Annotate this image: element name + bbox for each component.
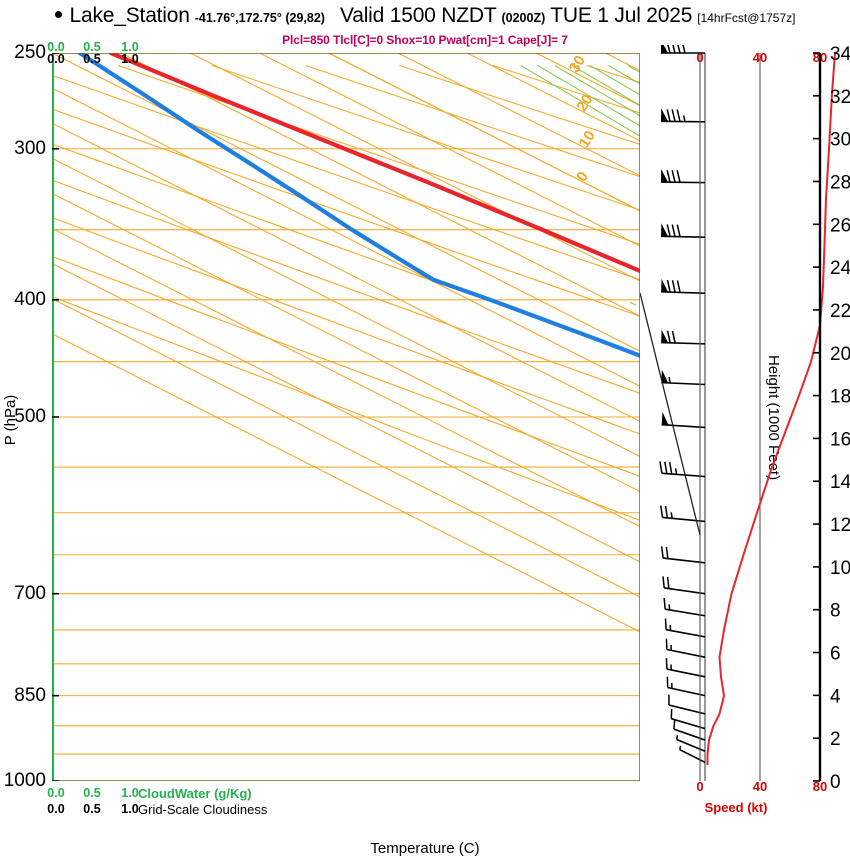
isotherm-label-right-30: 30 (566, 53, 589, 76)
height-tick-14: 14 (830, 472, 850, 493)
height-tick-2: 2 (830, 729, 841, 750)
dry-adiabat--40 (52, 255, 640, 477)
valid-time: Valid 1500 NZDT (339, 4, 497, 27)
height-tick-26: 26 (830, 215, 850, 236)
speed-axis-label: Speed (kt) (704, 800, 768, 815)
cloudwater-scale-label: CloudWater (g/Kg) (138, 786, 252, 801)
isotherm-label-right-20: 20 (573, 91, 596, 114)
wind-barb-285 (661, 108, 706, 123)
stability-indices: Plcl=850 Tlcl[C]=0 Shox=10 Pwat[cm]=1 Ca… (282, 33, 568, 47)
isotherm-0 (328, 53, 640, 212)
cloudwater-bottom-tick-0: 0.0 (47, 786, 65, 800)
height-tick-34: 34 (830, 45, 850, 65)
station-name: Lake_Station (69, 4, 190, 27)
height-tick-28: 28 (830, 172, 850, 193)
wind-barb-355 (661, 223, 706, 238)
isotherm-10 (397, 53, 640, 177)
station-dot-icon (54, 11, 62, 18)
valid-utc: (0200Z) (501, 11, 546, 25)
header: Lake_Station -41.76°,172.75° (29,82) Val… (0, 4, 850, 32)
wind-barb-250 (661, 45, 705, 54)
cloudiness-scale-label: Grid-Scale Cloudiness (138, 802, 268, 817)
pressure-axis-label: P (hPa) (2, 394, 19, 446)
height-tick-24: 24 (830, 258, 850, 279)
wind-barb-905 (670, 708, 706, 730)
cloudwater-bottom-tick-1: 0.5 (83, 786, 101, 800)
height-tick-0: 0 (830, 772, 841, 793)
pressure-tick-250: 250 (14, 42, 46, 63)
svg-text:20: 20 (573, 91, 596, 114)
cloudiness-top-tick-2: 1.0 (121, 52, 139, 66)
wind-barb-790 (665, 638, 706, 658)
cloudiness-bottom-tick-1: 0.5 (83, 802, 101, 816)
pressure-tick-700: 700 (14, 582, 46, 604)
svg-text:30: 30 (566, 53, 589, 76)
wind-speed-profile-line (706, 52, 836, 765)
cloudiness-top-tick-0: 0.0 (47, 52, 65, 66)
pressure-tick-400: 400 (14, 288, 46, 310)
speed-tick-bottom-80: 80 (812, 779, 828, 794)
temperature-profile-line (108, 53, 640, 274)
cloudiness-bottom-tick-0: 0.0 (47, 802, 65, 816)
pressure-tick-1000: 1000 (3, 770, 46, 791)
height-tick-32: 32 (830, 87, 850, 108)
isotherm--50 (52, 87, 640, 387)
dry-adiabat-60 (52, 74, 640, 281)
wind-barb-700 (662, 576, 706, 595)
dry-adiabat-20 (52, 143, 640, 355)
cloudiness-top-tick-1: 0.5 (83, 52, 101, 66)
dewpoint-profile-line (77, 53, 640, 358)
speed-tick-bottom-40: 40 (752, 779, 768, 794)
height-tick-6: 6 (830, 644, 841, 665)
wind-barb-850 (666, 676, 706, 697)
height-tick-18: 18 (830, 387, 850, 408)
temperature-axis-label: Temperature (C) (370, 840, 480, 857)
pressure-tick-850: 850 (14, 684, 46, 706)
height-tick-12: 12 (830, 515, 850, 536)
cloudwater-top-tick-0: 0.0 (47, 40, 65, 54)
wind-barb-660 (660, 546, 706, 564)
wind-barb-820 (665, 658, 706, 678)
dry-adiabat-0 (52, 179, 640, 394)
isotherm-label-right-10: 10 (576, 128, 599, 151)
cloudwater-top-tick-1: 0.5 (83, 40, 101, 54)
cloudwater-top-tick-2: 1.0 (121, 40, 139, 54)
height-tick-20: 20 (830, 344, 850, 365)
speed-tick-bottom-0: 0 (696, 779, 704, 794)
height-tick-22: 22 (830, 301, 850, 322)
wind-barb-880 (668, 694, 706, 715)
dry-adiabat--20 (52, 216, 640, 435)
cloudwater-bottom-tick-2: 1.0 (121, 786, 139, 800)
valid-date: TUE 1 Jul 2025 (550, 4, 693, 27)
svg-text:10: 10 (576, 128, 599, 151)
cloudiness-bottom-tick-2: 1.0 (121, 802, 139, 816)
height-tick-16: 16 (830, 429, 850, 450)
isotherm--30 (120, 53, 640, 317)
skewt-plot: 0 10 20 30 (52, 53, 640, 781)
forecast-tag: [14hrFcst@1757z] (697, 11, 796, 25)
wind-barb-395 (661, 278, 706, 295)
wind-barb-760 (664, 618, 706, 638)
station-coords: -41.76°,172.75° (29,82) (194, 11, 325, 25)
height-tick-10: 10 (830, 558, 850, 579)
isotherm--40 (52, 53, 640, 352)
wind-barb-965 (679, 745, 706, 764)
wind-barb-320 (661, 169, 706, 184)
height-tick-30: 30 (830, 130, 850, 151)
height-tick-4: 4 (830, 686, 841, 707)
height-tick-8: 8 (830, 601, 841, 622)
wind-barb-730 (663, 597, 706, 617)
pressure-tick-300: 300 (14, 137, 46, 159)
isotherm--10 (259, 53, 640, 247)
isotherm--20 (190, 53, 640, 282)
pressure-tick-500: 500 (14, 406, 46, 427)
dry-adiabat-40 (52, 108, 640, 317)
